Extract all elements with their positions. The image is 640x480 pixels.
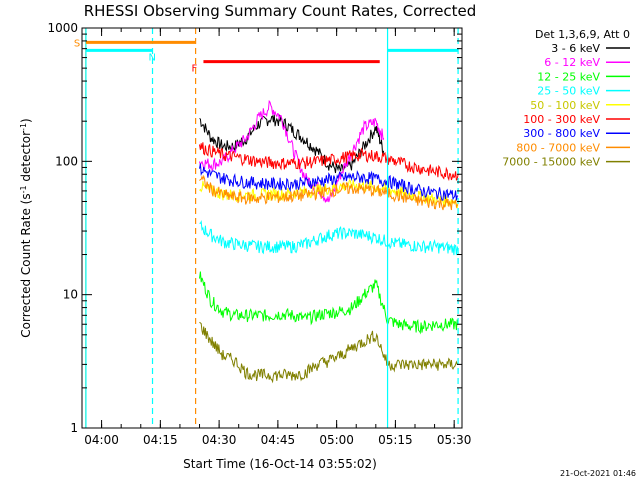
y-axis-label-part-1: Corrected Count Rate (s [19, 193, 33, 337]
legend-label-9: 7000 - 15000 keV [502, 156, 600, 169]
plot-area: S N F 1 10 100 1000 04:00 04:15 04:30 04:45 05:00 05… [47, 21, 471, 447]
y-tick-label-1: 1 [70, 421, 78, 435]
y-tick-label-2: 10 [63, 288, 78, 302]
legend-label-6: 100 - 300 keV [523, 113, 600, 126]
y-axis-label-part-4: -1 [19, 123, 28, 131]
legend-label-2: 6 - 12 keV [544, 56, 600, 69]
series-line-8 [199, 174, 459, 211]
legend-label-1: 3 - 6 keV [551, 42, 600, 55]
legend-label-5: 50 - 100 keV [530, 99, 600, 112]
legend-label-7: 300 - 800 keV [523, 127, 600, 140]
series-line-2 [199, 99, 385, 203]
series-line-5 [199, 178, 459, 209]
y-tick-label-4: 1000 [47, 21, 78, 35]
flag-label-1: S [74, 38, 80, 49]
legend-title: Det 1,3,6,9, Att 0 [535, 28, 630, 41]
series-line-7 [199, 163, 459, 201]
chart-title: RHESSI Observing Summary Count Rates, Co… [84, 2, 477, 20]
y-axis-label-part-5: ) [19, 118, 33, 123]
x-tick-label-7: 05:30 [437, 433, 472, 447]
y-axis-label-part-2: -1 [19, 185, 28, 193]
series-line-4 [199, 220, 459, 256]
series-line-9 [199, 321, 459, 384]
series-line-6 [199, 142, 459, 182]
y-axis-label-part-3: detector [19, 131, 33, 186]
flag-label-3: F [191, 64, 197, 75]
series-line-1 [199, 113, 385, 174]
y-tick-label-3: 100 [55, 154, 78, 168]
x-tick-label-1: 04:00 [84, 433, 119, 447]
y-axis-label: Corrected Count Rate (s-1 detector-1) [19, 118, 34, 337]
x-tick-label-5: 05:00 [319, 433, 354, 447]
x-tick-label-6: 05:15 [378, 433, 413, 447]
x-tick-label-2: 04:15 [143, 433, 178, 447]
plot-frame [81, 27, 463, 429]
legend-label-4: 25 - 50 keV [537, 85, 600, 98]
flag-label-2: N [149, 52, 156, 63]
series-line-3 [199, 271, 459, 335]
x-axis-label: Start Time (16-Oct-14 03:55:02) [183, 457, 377, 471]
y-axis-label-text: Corrected Count Rate (s-1 detector-1) [19, 118, 34, 337]
legend-label-3: 12 - 25 keV [537, 70, 600, 83]
timestamp: 21-Oct-2021 01:46 [560, 469, 636, 478]
x-tick-label-4: 04:45 [261, 433, 296, 447]
x-tick-label-3: 04:30 [202, 433, 237, 447]
legend-label-8: 800 - 7000 keV [516, 141, 600, 154]
